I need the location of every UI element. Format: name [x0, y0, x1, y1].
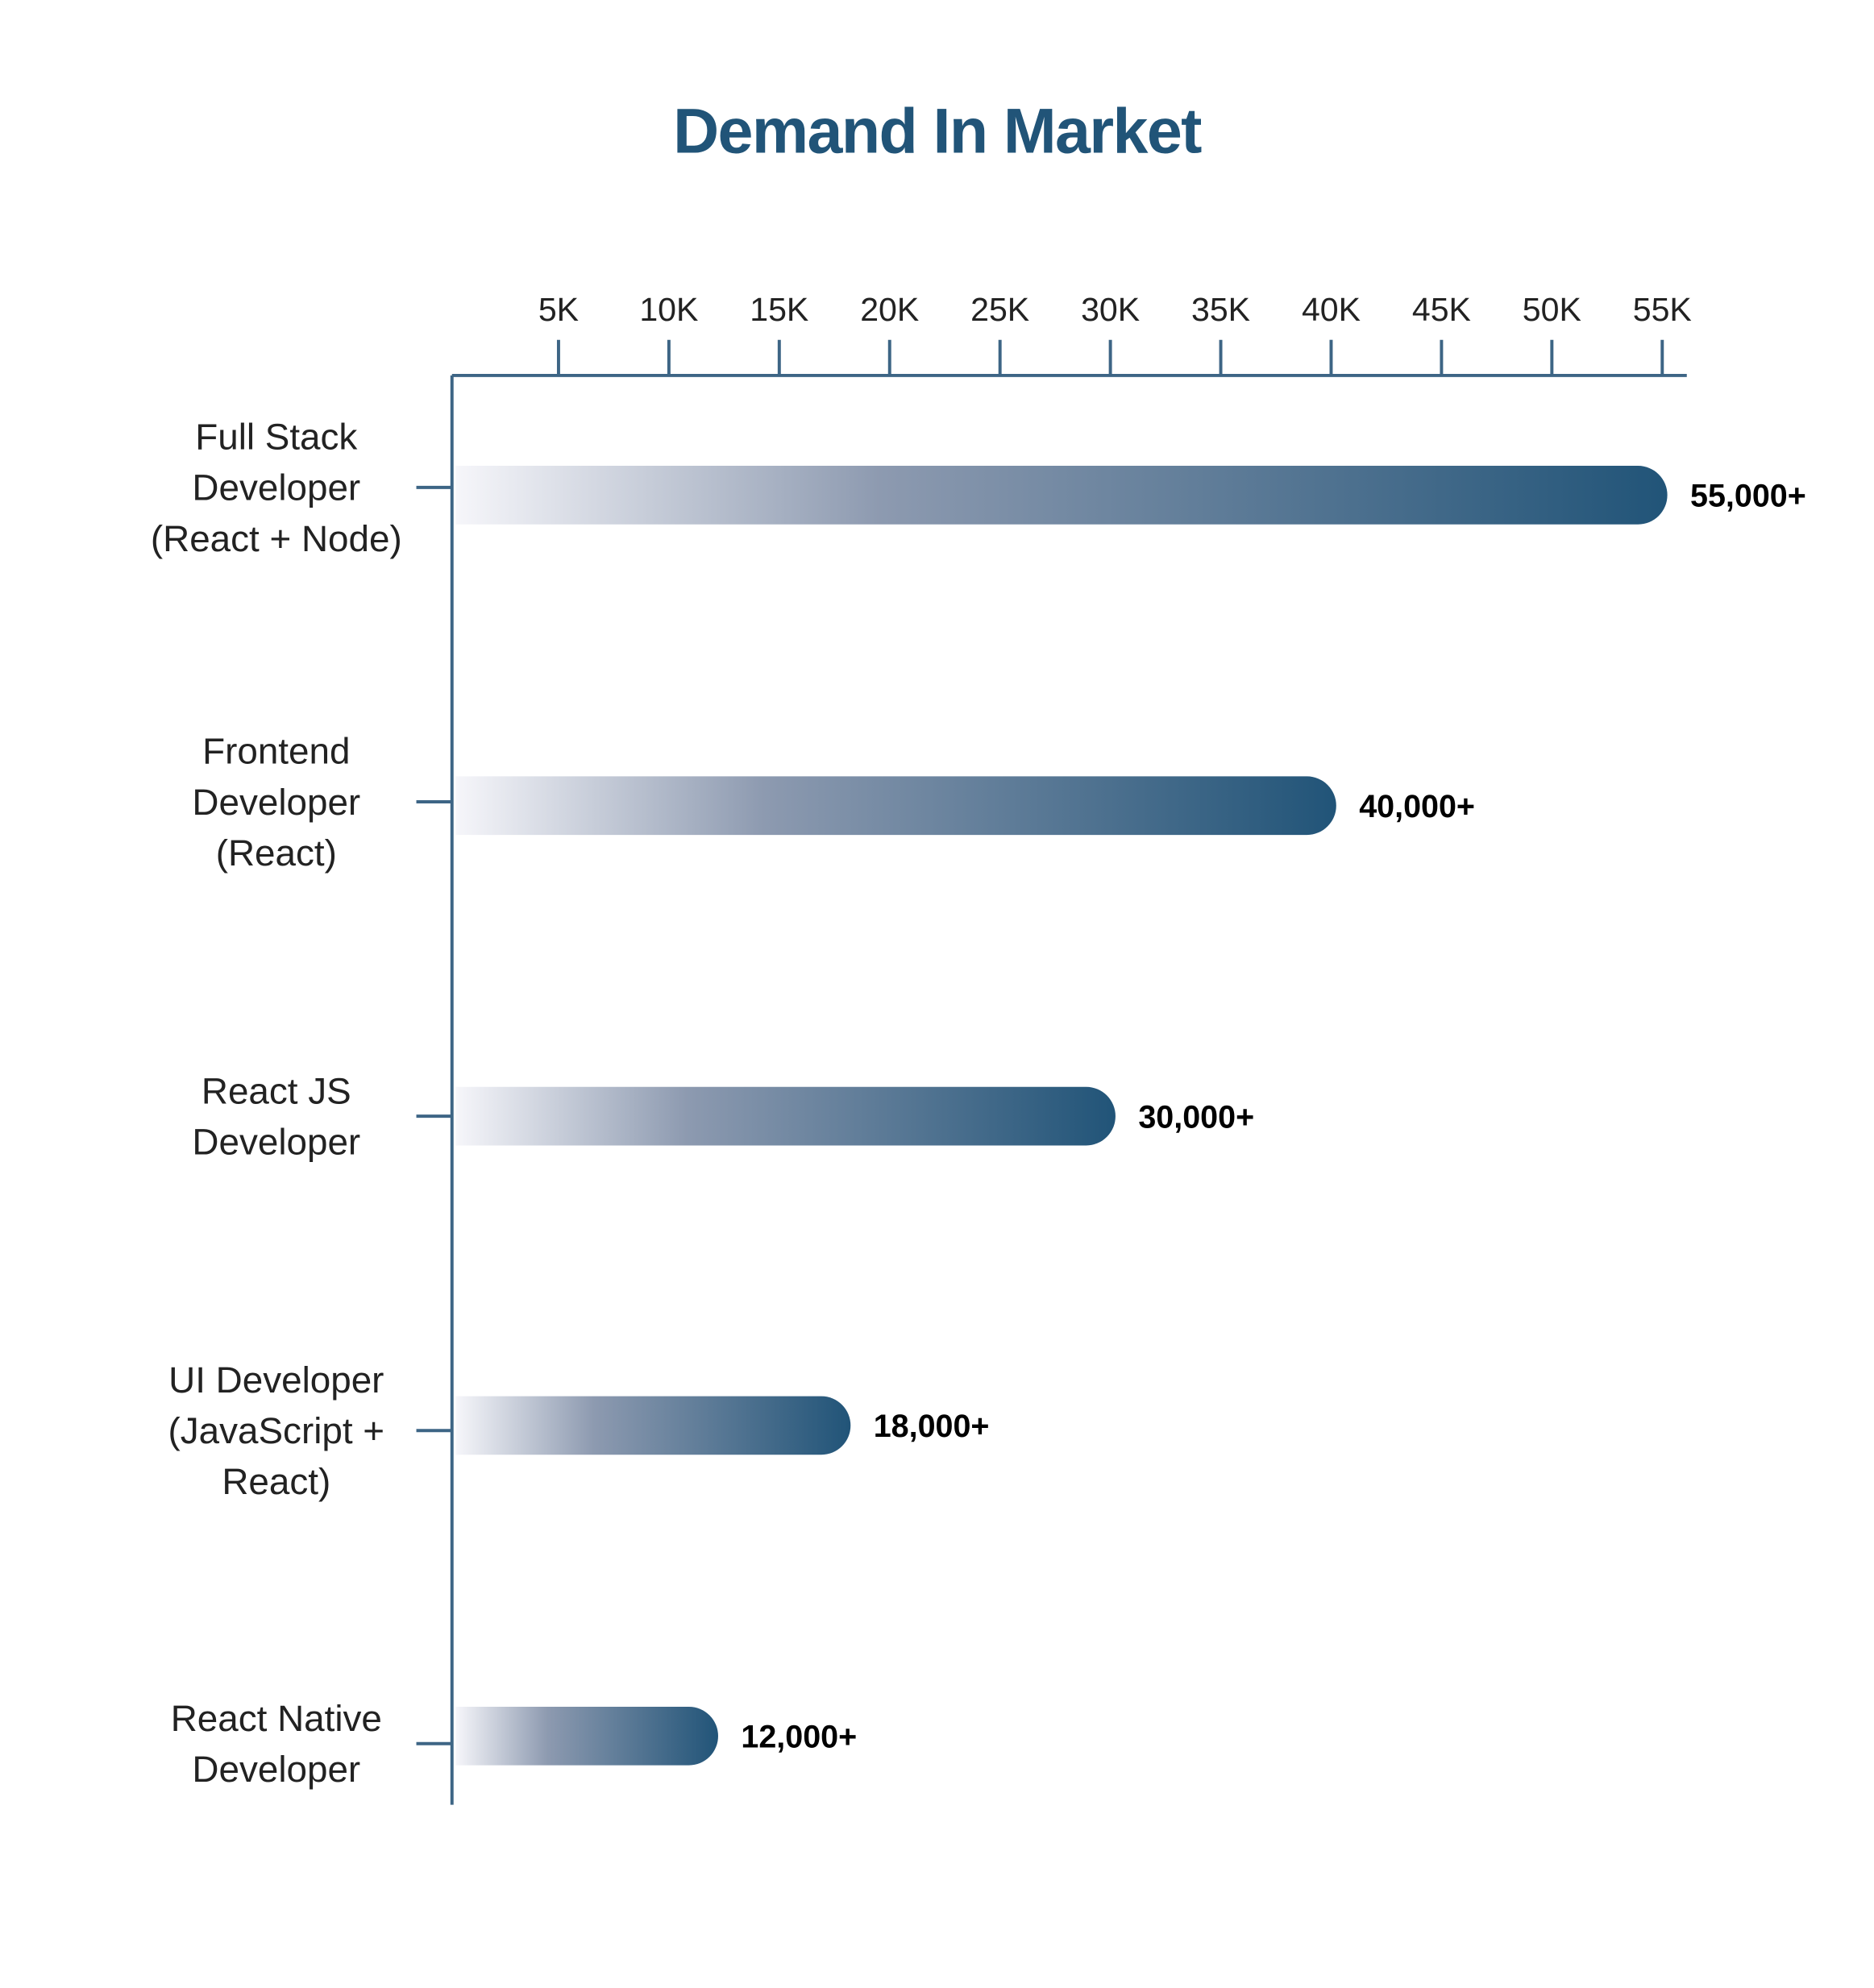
category-label: (React): [216, 832, 337, 874]
x-tick-label: 40K: [1302, 291, 1361, 328]
bar: [455, 1086, 1116, 1146]
x-tick-label: 20K: [860, 291, 919, 328]
x-tick-label: 15K: [750, 291, 808, 328]
data-label: 55,000+: [1690, 479, 1806, 514]
category-label: React JS: [202, 1070, 351, 1111]
bar: [455, 776, 1336, 836]
data-label: 40,000+: [1359, 789, 1475, 824]
category-label: React Native: [171, 1698, 382, 1739]
category-label: Developer: [192, 467, 360, 508]
bar: [455, 466, 1668, 525]
category-label: (React + Node): [151, 518, 402, 559]
axes: 5K 10K 15K 20K 25K 30K 35K 40K 45K 50K 55K Full Sta…: [151, 291, 1692, 1805]
x-tick-label: 45K: [1412, 291, 1471, 328]
x-tick-label: 25K: [970, 291, 1029, 328]
bar: [455, 1706, 718, 1766]
chart-title: Demand In Market: [673, 96, 1202, 167]
category-label: UI Developer: [168, 1359, 384, 1401]
category-label: Full Stack: [195, 417, 357, 458]
category-label: Developer: [192, 1749, 360, 1790]
x-tick-label: 35K: [1191, 291, 1250, 328]
category-label: React): [222, 1461, 330, 1502]
x-tick-label: 10K: [639, 291, 698, 328]
category-label: (JavaScript +: [168, 1410, 385, 1451]
category-label: Developer: [192, 1122, 360, 1163]
bars: 55,000+ 40,000+ 30,000+ 18,000+ 12,000+: [455, 466, 1806, 1766]
category-label: Frontend: [202, 731, 350, 772]
x-tick-label: 5K: [538, 291, 579, 328]
x-tick-label: 55K: [1633, 291, 1692, 328]
data-label: 18,000+: [874, 1409, 990, 1444]
x-tick-label: 50K: [1523, 291, 1581, 328]
x-tick-label: 30K: [1081, 291, 1140, 328]
data-label: 12,000+: [741, 1719, 857, 1754]
data-label: 30,000+: [1138, 1099, 1254, 1135]
bar: [455, 1396, 851, 1455]
category-label: Developer: [192, 782, 360, 823]
